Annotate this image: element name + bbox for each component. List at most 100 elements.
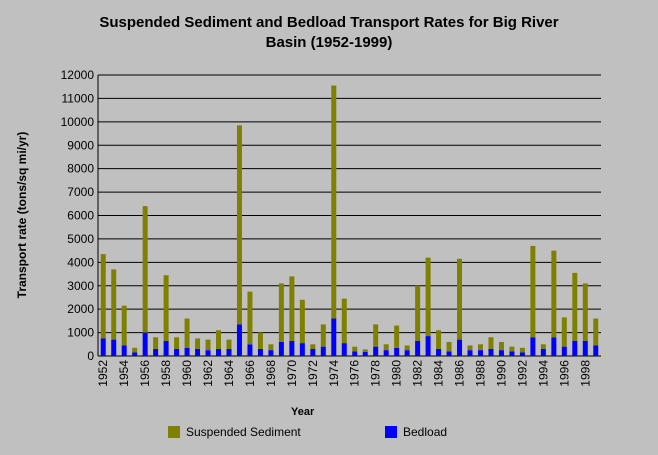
bar-bedload-1971 (299, 343, 305, 356)
x-tick-label: 1964 (222, 360, 236, 387)
x-tick-label: 1992 (515, 360, 529, 387)
bar-suspended-sediment-1961 (195, 338, 201, 349)
legend-swatch-bedload (385, 426, 397, 438)
bar-bedload-1978 (373, 346, 379, 356)
bar-bedload-1967 (257, 348, 263, 356)
y-tick-label: 8000 (67, 162, 94, 176)
x-tick-label: 1982 (411, 360, 425, 387)
bar-suspended-sediment-1991 (509, 346, 515, 352)
bar-suspended-sediment-1958 (163, 275, 169, 341)
x-tick-label: 1976 (348, 360, 362, 387)
bar-bedload-1958 (163, 340, 169, 356)
bar-suspended-sediment-1977 (362, 349, 368, 352)
y-tick-label: 11000 (62, 91, 95, 105)
bar-suspended-sediment-1997 (572, 272, 578, 341)
bar-suspended-sediment-1965 (236, 125, 242, 325)
bar-bedload-1969 (278, 341, 284, 356)
y-tick-label: 0 (87, 349, 94, 363)
bar-bedload-1974 (331, 318, 337, 356)
bar-series (100, 85, 599, 356)
bar-suspended-sediment-1963 (216, 330, 222, 349)
x-tick-label: 1962 (201, 360, 215, 387)
bar-bedload-1994 (540, 348, 546, 356)
bar-suspended-sediment-1971 (299, 299, 305, 344)
chart-title-line-1: Suspended Sediment and Bedload Transport… (99, 14, 559, 31)
bar-bedload-1972 (310, 348, 316, 356)
bar-bedload-1987 (467, 350, 473, 356)
bar-bedload-1957 (153, 348, 159, 356)
x-tick-label: 1998 (578, 360, 592, 387)
legend-item-suspended-sediment: Suspended Sediment (168, 425, 301, 439)
bar-bedload-1953 (111, 339, 117, 356)
bar-suspended-sediment-1952 (100, 254, 106, 339)
y-tick-label: 3000 (67, 279, 94, 293)
bar-bedload-1980 (394, 347, 400, 356)
bar-suspended-sediment-1962 (205, 339, 211, 351)
legend-label-bedload: Bedload (403, 425, 448, 439)
y-tick-label: 4000 (67, 255, 94, 269)
x-tick-label: 1968 (264, 360, 278, 387)
bar-suspended-sediment-1968 (268, 344, 274, 351)
x-tick-label: 1990 (494, 360, 508, 387)
bar-bedload-1989 (488, 348, 494, 356)
legend-item-bedload: Bedload (385, 425, 447, 439)
bar-suspended-sediment-1975 (341, 298, 347, 344)
bar-suspended-sediment-1976 (352, 346, 358, 352)
y-tick-label: 12000 (61, 68, 95, 82)
bar-suspended-sediment-1969 (278, 283, 284, 342)
bar-suspended-sediment-1987 (467, 345, 473, 351)
bar-bedload-1962 (205, 350, 211, 356)
bar-bedload-1993 (530, 337, 536, 356)
bar-bedload-1991 (509, 351, 515, 356)
bar-bedload-1998 (582, 340, 588, 356)
bar-suspended-sediment-1983 (425, 257, 431, 337)
bar-suspended-sediment-1996 (561, 317, 567, 347)
bar-bedload-1992 (519, 352, 525, 356)
bar-bedload-1984 (436, 348, 442, 356)
bar-bedload-1990 (498, 350, 504, 356)
x-tick-label: 1984 (432, 360, 446, 387)
grid-lines (97, 74, 601, 357)
bar-bedload-1956 (142, 332, 148, 356)
x-tick-labels: 1952 1954 1956 1958 1960 1962 1964 1966 1968 1970… (96, 360, 592, 387)
bar-suspended-sediment-1956 (142, 206, 148, 333)
bar-bedload-1982 (415, 340, 421, 356)
bar-suspended-sediment-1954 (121, 305, 127, 346)
x-tick-label: 1956 (138, 360, 152, 387)
x-tick-label: 1974 (327, 360, 341, 387)
bar-bedload-1954 (121, 345, 127, 356)
bar-bedload-1979 (383, 350, 389, 356)
bar-bedload-1995 (551, 337, 557, 356)
bar-suspended-sediment-1973 (320, 324, 326, 347)
bar-bedload-1961 (195, 348, 201, 356)
bar-suspended-sediment-1994 (540, 344, 546, 349)
bar-suspended-sediment-1953 (111, 269, 117, 340)
bar-bedload-1960 (184, 347, 190, 356)
bar-bedload-1968 (268, 350, 274, 356)
bar-suspended-sediment-1967 (257, 332, 263, 349)
y-tick-labels: 0 1000 2000 3000 4000 5000 6000 7000 8000 9000 100… (61, 68, 95, 363)
bar-suspended-sediment-1988 (477, 344, 483, 351)
bar-suspended-sediment-1986 (457, 258, 463, 340)
bar-bedload-1988 (477, 350, 483, 356)
bar-bedload-1959 (174, 348, 180, 356)
bar-bedload-1973 (320, 346, 326, 356)
y-tick-label: 7000 (67, 185, 94, 199)
bar-suspended-sediment-1972 (310, 344, 316, 349)
bar-bedload-1963 (216, 348, 222, 356)
y-tick-label: 1000 (67, 326, 94, 340)
bar-bedload-1975 (341, 343, 347, 356)
bar-suspended-sediment-1990 (498, 341, 504, 351)
bar-suspended-sediment-1984 (436, 330, 442, 349)
bar-bedload-1970 (289, 340, 295, 356)
y-tick-label: 2000 (67, 302, 94, 316)
bar-suspended-sediment-1989 (488, 337, 494, 349)
x-tick-label: 1970 (285, 360, 299, 387)
bar-bedload-1983 (425, 336, 431, 356)
x-tick-label: 1960 (180, 360, 194, 387)
y-tick-label: 6000 (67, 209, 94, 223)
y-tick-label: 9000 (67, 138, 94, 152)
bar-bedload-1976 (352, 351, 358, 356)
